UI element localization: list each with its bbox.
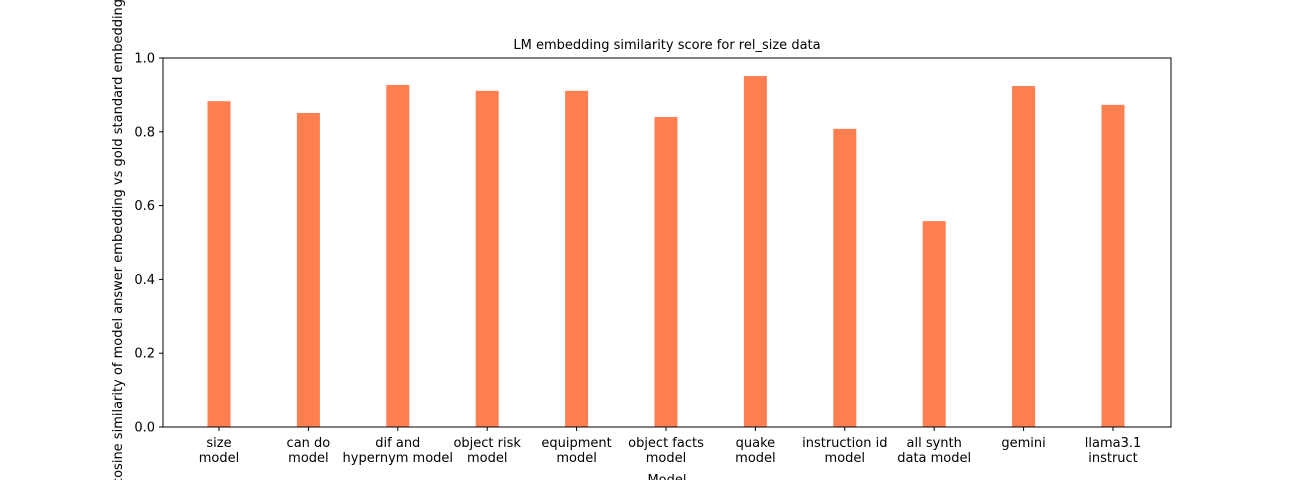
bar	[386, 84, 410, 427]
x-tick-label: object risk model	[453, 436, 521, 466]
x-tick-label: object facts model	[628, 436, 704, 466]
x-tick-label: all synth data model	[897, 436, 971, 466]
plot-frame	[162, 57, 1172, 428]
bar	[565, 90, 589, 427]
x-tick-label: instruction id model	[802, 436, 887, 466]
chart-title: LM embedding similarity score for rel_si…	[513, 38, 820, 53]
x-tick-label: can do model	[287, 436, 331, 466]
x-axis-label: Model	[647, 473, 686, 480]
x-tick-label: size model	[199, 436, 239, 466]
y-tick-label: 0.2	[134, 347, 155, 362]
x-tick-label: llama3.1 instruct	[1085, 436, 1142, 466]
bar	[833, 128, 857, 427]
bar	[654, 117, 678, 427]
x-tick-label: equipment model	[541, 436, 611, 466]
bar	[1012, 86, 1036, 427]
y-tick-label: 0.6	[134, 199, 155, 214]
bar	[1101, 104, 1125, 427]
bar	[743, 76, 767, 428]
x-tick-label: dif and hypernym model	[343, 436, 454, 466]
y-tick-label: 0.8	[134, 125, 155, 140]
y-tick-label: 0.4	[134, 273, 155, 288]
bar	[296, 112, 320, 427]
y-tick-label: 1.0	[134, 52, 155, 67]
y-axis-label: cosine similarity of model answer embedd…	[111, 0, 126, 480]
x-tick-label: gemini	[1001, 436, 1045, 451]
bar	[475, 90, 499, 427]
bar	[922, 221, 946, 427]
bar	[207, 101, 231, 427]
y-tick-label: 0.0	[134, 421, 155, 436]
x-tick-label: quake model	[735, 436, 775, 466]
